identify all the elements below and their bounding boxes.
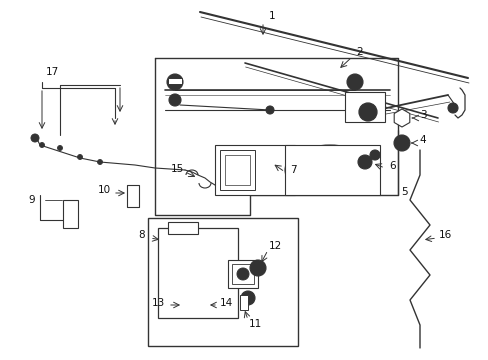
Bar: [168, 222, 198, 234]
Circle shape: [369, 150, 379, 160]
Text: 8: 8: [139, 230, 145, 240]
Bar: [240, 295, 247, 310]
Text: 12: 12: [268, 241, 281, 251]
Circle shape: [167, 74, 183, 90]
Circle shape: [97, 159, 102, 165]
Circle shape: [357, 155, 371, 169]
Ellipse shape: [285, 145, 374, 195]
Text: 14: 14: [219, 298, 232, 308]
Bar: [224, 155, 249, 185]
Circle shape: [369, 95, 379, 105]
Bar: [148, 218, 297, 346]
Text: 15: 15: [170, 164, 183, 174]
Bar: [127, 185, 139, 207]
Circle shape: [393, 135, 409, 151]
Circle shape: [265, 106, 273, 114]
Circle shape: [58, 145, 62, 150]
Text: 6: 6: [389, 161, 395, 171]
Circle shape: [40, 143, 44, 148]
Circle shape: [249, 260, 265, 276]
Text: 5: 5: [401, 187, 407, 197]
Text: 10: 10: [97, 185, 110, 195]
Circle shape: [397, 139, 405, 147]
Circle shape: [349, 110, 359, 120]
Bar: [215, 145, 294, 195]
Circle shape: [362, 107, 372, 117]
Circle shape: [237, 268, 248, 280]
Bar: [345, 92, 384, 122]
Circle shape: [31, 134, 39, 142]
Text: 13: 13: [151, 298, 164, 308]
Text: 2: 2: [356, 47, 363, 57]
Circle shape: [358, 103, 376, 121]
Text: 11: 11: [248, 319, 261, 329]
Text: 4: 4: [419, 135, 426, 145]
Text: 16: 16: [437, 230, 451, 240]
Text: 17: 17: [45, 67, 59, 77]
Bar: [227, 260, 258, 288]
Bar: [231, 264, 253, 284]
Bar: [168, 78, 182, 84]
Circle shape: [77, 154, 82, 159]
Bar: [220, 150, 254, 190]
Circle shape: [169, 94, 181, 106]
Text: 7: 7: [289, 165, 296, 175]
Circle shape: [241, 291, 254, 305]
Text: 1: 1: [268, 11, 275, 21]
Text: 3: 3: [419, 110, 426, 120]
Circle shape: [369, 110, 379, 120]
Circle shape: [447, 103, 457, 113]
Circle shape: [347, 93, 361, 107]
Circle shape: [240, 271, 245, 277]
Circle shape: [346, 74, 362, 90]
Bar: [285, 145, 379, 195]
Circle shape: [253, 264, 262, 272]
Text: 9: 9: [29, 195, 35, 205]
Bar: [158, 228, 238, 318]
Bar: [63, 200, 78, 228]
